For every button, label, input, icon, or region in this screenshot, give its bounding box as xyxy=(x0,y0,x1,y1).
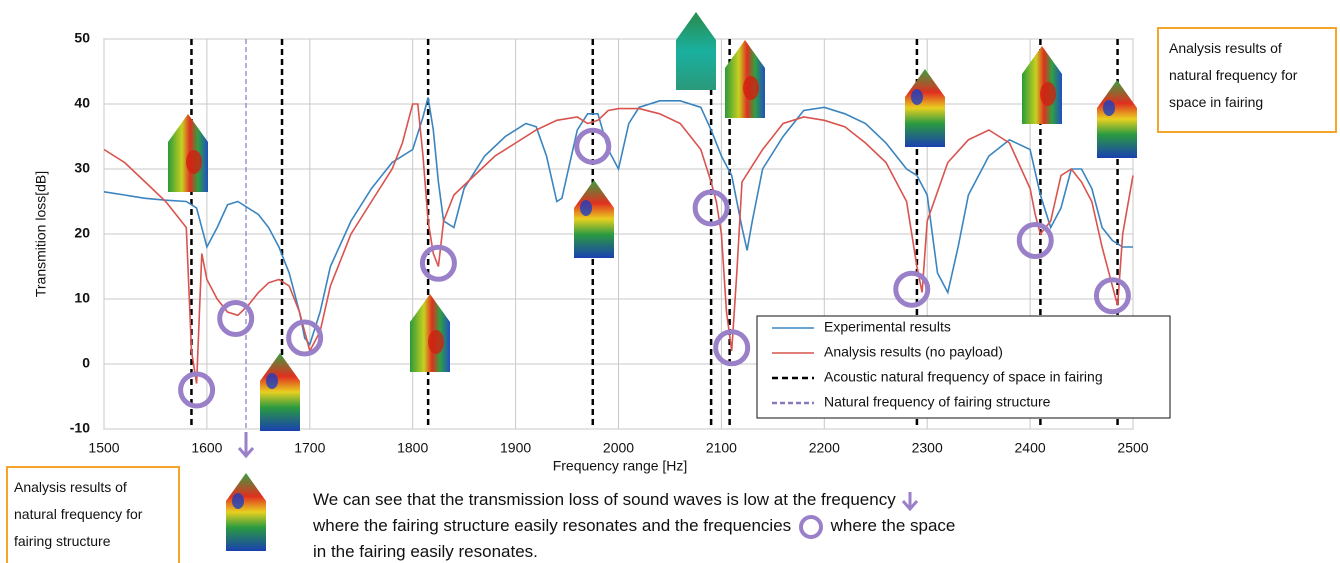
x-tick-label: 1500 xyxy=(88,440,119,456)
circle-icon xyxy=(798,514,823,539)
note-text: in the fairing easily resonates. xyxy=(313,542,538,561)
note-text: We can see that the transmission loss of… xyxy=(313,490,896,509)
y-tick-label: 20 xyxy=(74,225,90,241)
note: We can see that the transmission loss of… xyxy=(313,487,1133,563)
x-tick-label: 2000 xyxy=(603,440,634,456)
resonance-circle xyxy=(419,244,457,282)
resonance-circle xyxy=(692,189,730,227)
series-line xyxy=(103,97,1133,347)
resonance-circle xyxy=(574,127,612,165)
x-tick-label: 1600 xyxy=(191,440,222,456)
legend xyxy=(756,315,1171,419)
y-tick-label: 50 xyxy=(74,30,90,46)
x-tick-label: 1900 xyxy=(500,440,531,456)
resonance-circle xyxy=(713,329,751,367)
legend-label: Acoustic natural frequency of space in f… xyxy=(824,369,1103,385)
resonance-circle xyxy=(1016,222,1054,259)
legend-label: Analysis results (no payload) xyxy=(824,344,1003,360)
y-tick-label: 0 xyxy=(82,355,90,371)
resonance-circle xyxy=(1093,277,1131,315)
note-text: where the fairing structure easily reson… xyxy=(313,516,792,535)
resonance-circle xyxy=(286,319,324,357)
x-tick-label: 2300 xyxy=(912,440,943,456)
y-tick-label: 10 xyxy=(74,290,90,306)
y-axis-label: Transmition loss[dB] xyxy=(33,171,49,297)
x-tick-label: 1800 xyxy=(397,440,428,456)
x-axis-label: Frequency range [Hz] xyxy=(553,458,688,474)
legend-label: Natural frequency of fairing structure xyxy=(824,394,1051,410)
arrow-icon xyxy=(902,491,919,511)
x-tick-label: 2400 xyxy=(1015,440,1046,456)
y-tick-label: 30 xyxy=(74,160,90,176)
x-tick-label: 2100 xyxy=(706,440,737,456)
callout-space: Analysis results of natural frequency fo… xyxy=(1157,27,1337,133)
x-tick-label: 1700 xyxy=(294,440,325,456)
callout-structure: Analysis results of natural frequency fo… xyxy=(6,466,180,563)
y-tick-label: -10 xyxy=(70,420,90,436)
series-line xyxy=(103,103,1134,384)
x-tick-label: 2200 xyxy=(809,440,840,456)
arrow-icon xyxy=(237,432,255,459)
resonance-circle xyxy=(217,300,255,337)
y-tick-label: 40 xyxy=(74,95,90,111)
resonance-circle xyxy=(893,270,931,308)
legend-label: Experimental results xyxy=(824,319,951,335)
resonance-circle xyxy=(178,371,216,409)
x-tick-label: 2500 xyxy=(1117,440,1148,456)
note-text: where the space xyxy=(830,516,956,535)
